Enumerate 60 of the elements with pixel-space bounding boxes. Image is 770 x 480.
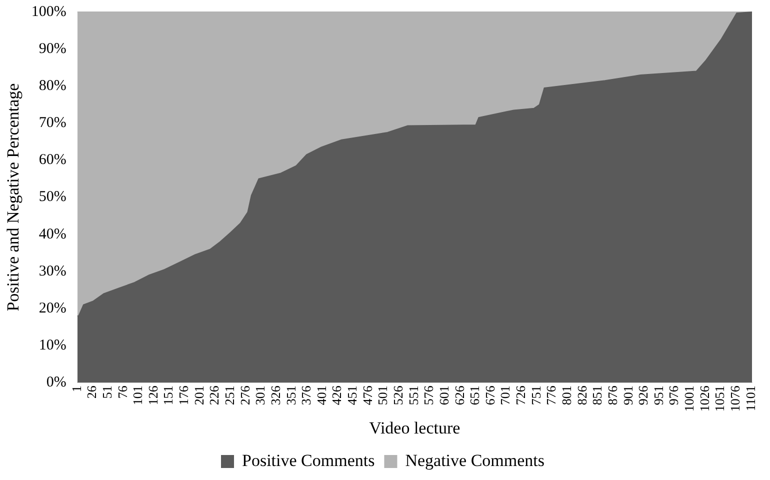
legend-label: Negative Comments (405, 450, 544, 470)
x-axis-title: Video lecture (369, 418, 460, 438)
x-tick-label: 476 (360, 385, 375, 406)
x-tick-label: 176 (176, 385, 192, 406)
x-tick-label: 226 (206, 385, 222, 406)
x-tick-label: 526 (390, 385, 406, 406)
x-tick-label: 426 (329, 385, 344, 406)
x-tick-label: 901 (620, 386, 636, 406)
x-tick-label: 76 (114, 385, 130, 399)
x-tick-label: 651 (467, 386, 482, 406)
x-tick-label: 201 (191, 386, 206, 406)
x-tick-label: 876 (604, 385, 620, 406)
y-tick-label: 30% (38, 263, 66, 280)
x-tick-label: 776 (544, 385, 559, 406)
x-tick-label: 676 (482, 385, 498, 406)
x-tick-label: 751 (528, 386, 544, 406)
x-tick-label: 251 (222, 386, 237, 406)
x-tick-label: 1026 (696, 385, 712, 412)
x-tick-label: 801 (559, 386, 574, 406)
x-tick-label: 951 (650, 386, 666, 406)
x-tick-label: 301 (252, 386, 268, 406)
x-tick-label: 1051 (712, 386, 728, 412)
x-tick-label: 1001 (682, 386, 697, 412)
y-tick-label: 10% (38, 337, 66, 354)
x-tick-label: 851 (590, 386, 605, 406)
x-tick-label: 826 (574, 385, 590, 406)
x-tick-label: 1101 (742, 386, 758, 412)
x-tick-label: 1 (68, 386, 84, 392)
x-tick-label: 26 (84, 385, 100, 399)
legend-label: Positive Comments (242, 450, 375, 470)
y-tick-label: 100% (31, 4, 66, 20)
x-tick-label: 326 (268, 385, 283, 406)
x-tick-label: 151 (160, 386, 176, 406)
y-axis-title: Positive and Negative Percentage (4, 83, 23, 312)
x-tick-label: 701 (498, 386, 513, 406)
y-tick-label: 70% (38, 115, 66, 132)
x-tick-label: 351 (283, 386, 298, 406)
x-tick-label: 926 (636, 385, 651, 406)
x-tick-label: 101 (130, 386, 146, 406)
x-tick-label: 576 (421, 385, 436, 406)
x-tick-label: 276 (237, 385, 252, 406)
y-tick-label: 40% (38, 226, 66, 242)
x-tick-label: 626 (452, 385, 467, 406)
x-tick-label: 376 (298, 385, 314, 406)
y-tick-label: 60% (38, 152, 66, 168)
y-tick-label: 50% (38, 189, 66, 206)
y-tick-label: 20% (38, 300, 66, 316)
x-tick-label: 726 (513, 385, 528, 406)
x-tick-label: 501 (375, 386, 390, 406)
x-tick-label: 126 (145, 385, 160, 406)
x-tick-label: 976 (666, 385, 682, 406)
x-tick-label: 601 (436, 386, 452, 406)
x-tick-label: 451 (344, 386, 360, 406)
x-tick-label: 51 (99, 386, 114, 399)
x-tick-label: 551 (406, 386, 421, 406)
x-tick-label: 401 (314, 386, 329, 406)
y-tick-label: 80% (38, 78, 66, 94)
y-tick-label: 0% (46, 374, 66, 391)
x-tick-label: 1076 (728, 385, 742, 412)
y-tick-label: 90% (38, 41, 66, 57)
